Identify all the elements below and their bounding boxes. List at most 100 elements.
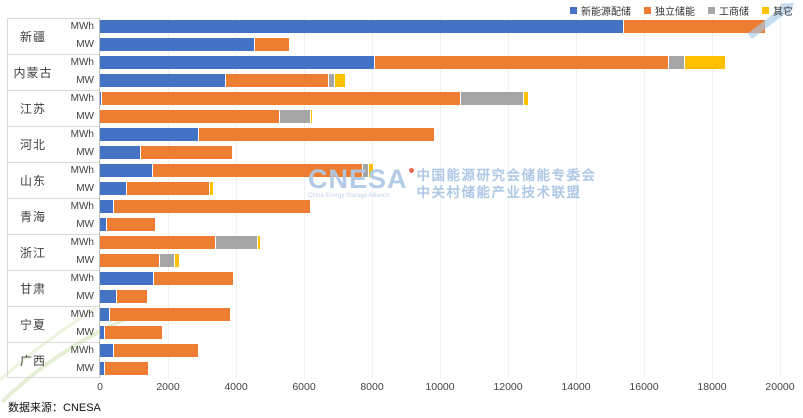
province-group: 宁夏 MWh MW [0,306,99,342]
legend-label: 新能源配储 [581,7,631,18]
x-axis-tick-label: 0 [97,381,103,393]
legend-swatch-icon [570,7,577,14]
bar-row [100,110,313,123]
bar-segment-新能源配储 [100,146,141,159]
unit-label: MWh [70,57,94,68]
legend-item-new-energy: 新能源配储 [570,3,631,18]
province-separator [7,198,99,199]
province-group: 山东 MWh MW [0,162,99,198]
bar-segment-新能源配储 [100,308,111,321]
bar-segment-独立储能 [198,128,435,141]
bar-row [100,164,374,177]
unit-label: MWh [70,201,94,212]
gridline [236,18,237,378]
unit-label: MWh [70,345,94,356]
unit-label: MW [76,327,94,338]
gridline [372,18,373,378]
x-axis-tick-label: 10000 [425,381,455,393]
unit-label: MWh [70,21,94,32]
bar-segment-独立储能 [154,272,235,285]
bar-row [100,290,148,303]
bar-segment-新能源配储 [100,92,103,105]
bar-segment-新能源配储 [100,272,155,285]
data-source-label: 数据来源：CNESA [8,402,101,414]
chart-legend: 新能源配储 独立储能 工商储 其它 [570,3,793,18]
bar-row [100,362,150,375]
province-label: 内蒙古 [13,65,53,80]
x-axis-tick-label: 8000 [360,381,384,393]
bar-row [100,20,767,33]
gridline [644,18,645,378]
province-separator [7,306,99,307]
province-group: 河北 MWh MW [0,126,99,162]
bar-row [100,254,180,267]
x-axis-tick-label: 2000 [156,381,180,393]
province-group: 江苏 MWh MW [0,90,99,126]
bar-segment-新能源配储 [100,290,117,303]
bar-segment-其它 [368,164,374,177]
x-axis-tick-label: 18000 [697,381,727,393]
bar-segment-独立储能 [102,92,461,105]
bar-segment-独立储能 [100,254,160,267]
legend-item-other: 其它 [762,3,793,18]
bar-segment-独立储能 [113,344,199,357]
bar-segment-新能源配储 [100,344,114,357]
gridline [712,18,713,378]
bar-segment-新能源配储 [100,38,255,51]
bar-segment-独立储能 [105,326,163,339]
province-group: 广西 MWh MW [0,342,99,378]
legend-item-commercial: 工商储 [708,3,749,18]
bar-segment-独立储能 [100,110,281,123]
unit-label: MW [76,219,94,230]
unit-label: MW [76,39,94,50]
province-label: 河北 [19,137,46,152]
legend-swatch-icon [708,7,715,14]
bar-segment-独立储能 [113,200,311,213]
bar-row [100,218,157,231]
province-group: 甘肃 MWh MW [0,270,99,306]
bar-row [100,56,726,69]
value-axis-line [99,18,100,378]
bar-segment-其它 [210,182,214,195]
bar-segment-独立储能 [100,236,216,249]
bar-segment-独立储能 [140,146,233,159]
x-axis-tick-label: 6000 [292,381,316,393]
x-axis: 0 2000 4000 6000 8000 10000 12000 14000 16000 180… [0,381,803,395]
unit-label: MW [76,147,94,158]
bar-segment-新能源配储 [100,20,624,33]
bar-row [100,344,199,357]
bar-row [100,272,235,285]
bar-segment-其它 [310,110,313,123]
category-axis: 新疆 MWh MW 内蒙古 MWh MW 江苏 MWh MW 河北 MWh MW 山东 MWh MW 青海 MW… [0,18,99,378]
bar-row [100,146,233,159]
province-separator [7,90,99,91]
bar-row [100,128,435,141]
legend-label: 其它 [773,7,793,18]
bar-segment-其它 [258,236,262,249]
bar-row [100,308,231,321]
bar-row [100,236,262,249]
gridline [576,18,577,378]
bar-row [100,92,529,105]
unit-label: MWh [70,237,94,248]
x-axis-tick-label: 4000 [224,381,248,393]
bar-row [100,182,214,195]
legend-swatch-icon [762,7,769,14]
bar-segment-独立储能 [225,74,330,87]
province-label: 浙江 [19,245,46,260]
legend-item-independent: 独立储能 [644,3,695,18]
province-label: 新疆 [19,29,46,44]
unit-label: MWh [70,309,94,320]
bar-segment-工商储 [280,110,311,123]
unit-label: MWh [70,165,94,176]
legend-label: 独立储能 [655,7,695,18]
province-separator [7,162,99,163]
bar-segment-新能源配储 [100,200,114,213]
province-label: 甘肃 [19,281,46,296]
unit-label: MW [76,363,94,374]
bar-segment-独立储能 [117,290,148,303]
bar-segment-其它 [334,74,347,87]
bar-segment-新能源配储 [100,164,153,177]
unit-label: MWh [70,129,94,140]
province-label: 宁夏 [19,317,46,332]
